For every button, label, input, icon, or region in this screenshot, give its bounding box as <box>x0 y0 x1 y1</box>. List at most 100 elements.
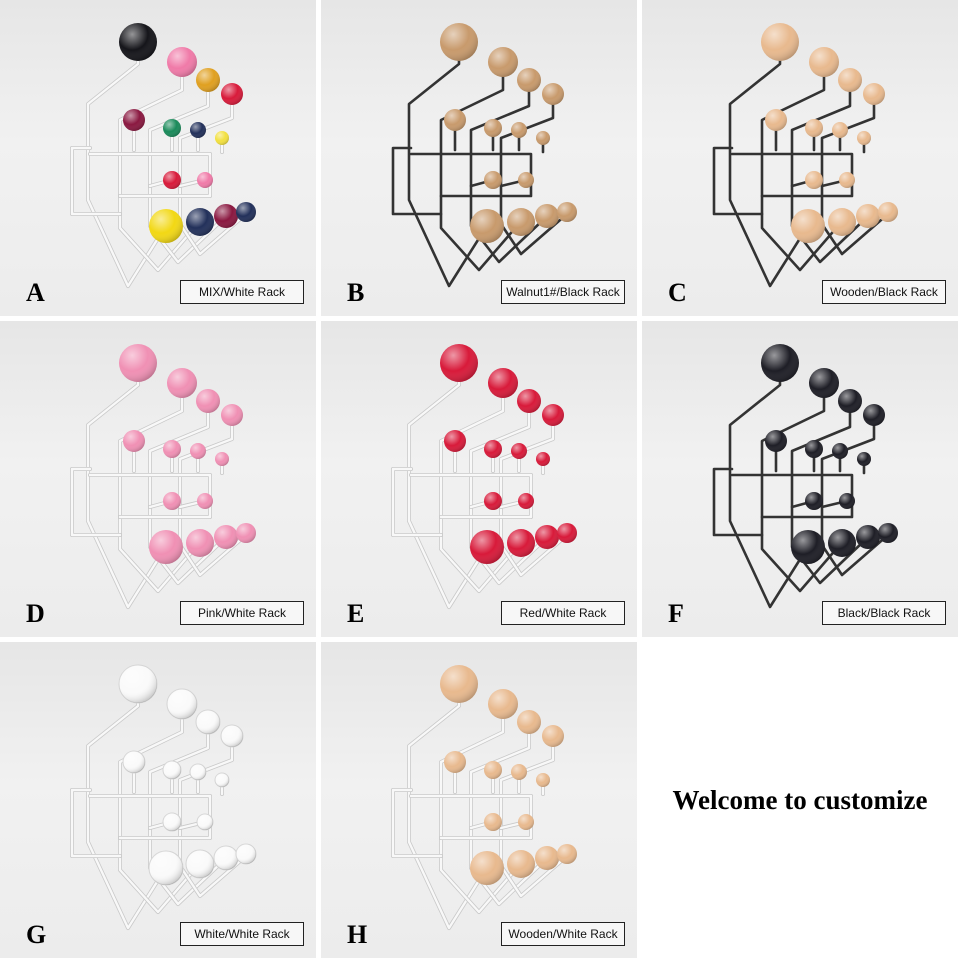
rack-ball <box>195 709 221 735</box>
coat-rack-image <box>70 664 257 930</box>
rack-ball <box>839 172 855 188</box>
variant-letter: H <box>347 920 368 949</box>
rack-ball <box>167 368 197 398</box>
rack-ball <box>488 368 518 398</box>
rack-ball <box>215 131 229 145</box>
product-tile-g: G White/White Rack <box>0 642 316 958</box>
variant-letter: C <box>668 278 687 307</box>
rack-ball <box>765 109 787 131</box>
rack-ball <box>542 725 564 747</box>
rack-ball <box>484 171 502 189</box>
rack-ball <box>507 850 535 878</box>
rack-ball <box>557 202 577 222</box>
variant-letter: A <box>26 278 45 307</box>
rack-ball <box>557 523 577 543</box>
rack-ball <box>809 368 839 398</box>
rack-ball <box>444 751 466 773</box>
rack-ball <box>197 493 213 509</box>
rack-ball <box>470 851 504 885</box>
rack-ball <box>236 202 256 222</box>
rack-ball <box>511 443 527 459</box>
rack-ball <box>863 404 885 426</box>
variant-caption: Walnut1#/Black Rack <box>501 280 625 304</box>
variant-letter: E <box>347 599 365 628</box>
rack-ball <box>162 812 182 832</box>
rack-ball <box>470 530 504 564</box>
rack-ball <box>791 530 825 564</box>
variant-letter: D <box>26 599 45 628</box>
rack-ball <box>148 850 184 886</box>
rack-ball <box>761 344 799 382</box>
rack-ball <box>122 750 146 774</box>
product-tile-b: B Walnut1#/Black Rack <box>321 0 637 316</box>
rack-ball <box>765 430 787 452</box>
rack-ball <box>197 172 213 188</box>
variant-letter: G <box>26 920 47 949</box>
rack-ball <box>214 525 238 549</box>
rack-ball <box>221 83 243 105</box>
rack-ball <box>196 389 220 413</box>
rack-ball <box>235 843 257 865</box>
product-tile-d: D Pink/White Rack <box>0 321 316 637</box>
variant-caption: Wooden/Black Rack <box>822 280 946 304</box>
rack-ball <box>517 68 541 92</box>
rack-frame <box>712 361 890 609</box>
rack-ball <box>535 204 559 228</box>
coat-rack-image <box>391 344 577 609</box>
rack-ball <box>507 529 535 557</box>
rack-ball <box>186 529 214 557</box>
rack-ball <box>484 813 502 831</box>
rack-ball <box>832 443 848 459</box>
rack-ball <box>163 171 181 189</box>
rack-ball <box>518 493 534 509</box>
rack-ball <box>542 83 564 105</box>
rack-ball <box>440 665 478 703</box>
rack-ball <box>166 688 198 720</box>
variant-caption: Wooden/White Rack <box>501 922 625 946</box>
rack-ball <box>488 689 518 719</box>
rack-ball <box>511 122 527 138</box>
rack-ball <box>236 523 256 543</box>
product-tile-h: H Wooden/White Rack <box>321 642 637 958</box>
variant-caption: Pink/White Rack <box>180 601 304 625</box>
rack-ball <box>149 209 183 243</box>
rack-ball <box>805 492 823 510</box>
rack-ball <box>484 492 502 510</box>
rack-ball <box>791 209 825 243</box>
product-tile-f: F Black/Black Rack <box>642 321 958 637</box>
rack-ball <box>857 452 871 466</box>
rack-ball <box>215 452 229 466</box>
rack-ball <box>213 845 239 871</box>
rack-ball <box>518 814 534 830</box>
rack-ball <box>190 122 206 138</box>
rack-ball <box>828 529 856 557</box>
rack-ball <box>444 109 466 131</box>
rack-frame <box>70 40 248 288</box>
coat-rack-image <box>712 23 898 288</box>
rack-ball <box>440 23 478 61</box>
rack-ball <box>839 493 855 509</box>
rack-ball <box>535 525 559 549</box>
rack-ball <box>149 530 183 564</box>
rack-ball <box>809 47 839 77</box>
rack-ball <box>838 389 862 413</box>
rack-ball <box>186 208 214 236</box>
rack-ball <box>123 109 145 131</box>
rack-ball <box>517 710 541 734</box>
rack-ball <box>536 452 550 466</box>
coat-rack-image <box>391 23 577 288</box>
rack-ball <box>857 131 871 145</box>
variant-caption: MIX/White Rack <box>180 280 304 304</box>
rack-ball <box>878 202 898 222</box>
rack-ball <box>444 430 466 452</box>
rack-ball <box>470 209 504 243</box>
rack-ball <box>878 523 898 543</box>
rack-ball <box>185 849 215 879</box>
rack-ball <box>832 122 848 138</box>
variant-letter: F <box>668 599 684 628</box>
rack-ball <box>119 344 157 382</box>
rack-ball <box>536 131 550 145</box>
rack-ball <box>856 204 880 228</box>
variant-caption: Red/White Rack <box>501 601 625 625</box>
rack-ball <box>214 772 230 788</box>
